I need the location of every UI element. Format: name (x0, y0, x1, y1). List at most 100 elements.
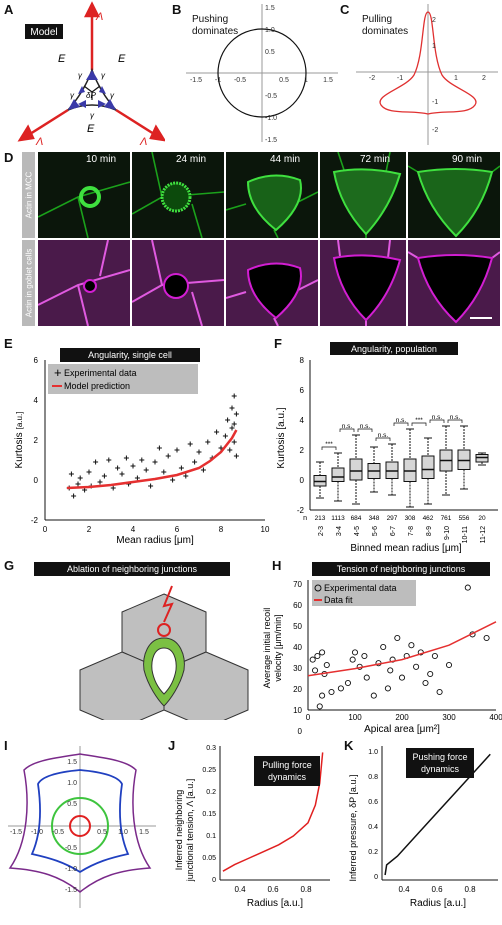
mcc-frame-2: 24 min (132, 152, 224, 238)
panel-label-f: F (274, 336, 282, 351)
e-data-point (71, 493, 77, 499)
svg-text:1.0: 1.0 (368, 749, 378, 756)
g-title: Ablation of neighboring junctions (67, 564, 198, 574)
time-label-1: 10 min (86, 154, 117, 165)
h-data-point (387, 667, 394, 674)
svg-text:40: 40 (293, 643, 302, 652)
svg-text:0.5: 0.5 (97, 829, 107, 836)
gamma-4: γ (110, 91, 115, 100)
e-data-point (200, 467, 206, 473)
svg-text:0.4: 0.4 (398, 885, 410, 894)
e-data-point (214, 429, 220, 435)
svg-text:0.2: 0.2 (368, 849, 378, 856)
f-n-value: 348 (369, 515, 380, 522)
k-pressure-line (384, 753, 491, 876)
f-category-label: 5-6 (372, 526, 379, 536)
svg-text:6: 6 (300, 386, 305, 395)
h-data-point (464, 584, 471, 591)
f-category-label: 8-9 (426, 526, 433, 536)
f-category-label: 7-8 (408, 526, 415, 536)
time-label-5: 90 min (452, 154, 483, 165)
f-sig-bracket (411, 422, 427, 426)
h-data-point (436, 688, 443, 696)
pushing-shape-plot: -1.5 -1 -0.5 0.5 1 1.5 1.5 1.0 0.5 -0.5 -1.0 -1.… (186, 4, 338, 144)
chart-e: Kurtosis [a.u.] 6 4 2 0 -2 0 2 4 6 8 10 Mean rad… (14, 348, 270, 545)
e-data-point (68, 471, 74, 477)
f-sig-bracket (321, 446, 337, 450)
svg-text:0.8: 0.8 (300, 885, 312, 894)
f-sig-bracket (339, 428, 355, 432)
svg-text:0: 0 (374, 874, 378, 881)
f-xlabel: Binned mean radius [μm] (350, 543, 462, 554)
mcc-frame-1: 10 min (38, 152, 130, 238)
e-data-point (227, 447, 233, 453)
svg-text:-0.5: -0.5 (65, 845, 77, 852)
e-data-point (115, 465, 121, 471)
h-data-point (314, 652, 321, 660)
f-box (331, 467, 345, 482)
svg-text:0.6: 0.6 (368, 799, 378, 806)
e-title: Angularity, single cell (88, 350, 172, 360)
svg-text:4: 4 (131, 525, 136, 534)
mcc-frame-3: 44 min (226, 152, 318, 238)
goblet-frame-5 (408, 240, 500, 326)
svg-text:-2: -2 (369, 75, 375, 82)
dp-label: δP (86, 91, 96, 100)
h-data-point (312, 667, 319, 674)
goblet-frame-2 (132, 240, 224, 326)
edge-e-left: E (58, 53, 66, 65)
svg-text:300: 300 (442, 713, 456, 722)
j-title-2: dynamics (268, 772, 307, 782)
f-box (349, 458, 363, 481)
j-ylabel-2: junctional tension, Λ [a.u.] (185, 779, 195, 883)
gamma-1: γ (78, 71, 83, 80)
h-data-point (344, 679, 351, 687)
e-data-point (101, 473, 107, 479)
svg-text:-2: -2 (432, 127, 438, 134)
svg-text:-2: -2 (31, 516, 39, 525)
svg-text:-1.0: -1.0 (31, 829, 43, 836)
e-legend-exp: Experimental data (64, 368, 137, 378)
svg-text:0: 0 (298, 727, 303, 735)
f-ylabel: Kurtosis [a.u.] (276, 407, 287, 468)
row-label-goblet: Actin in goblet cells (22, 240, 35, 326)
svg-text:0.8: 0.8 (464, 885, 476, 894)
e-data-point (134, 475, 140, 481)
ablation-diagram: Ablation of neighboring junctions (34, 562, 249, 720)
svg-text:10: 10 (293, 706, 302, 715)
panel-label-c: C (340, 2, 350, 17)
e-data-point (170, 477, 176, 483)
chart-j: Inferred neighboring junctional tension,… (174, 745, 330, 909)
e-data-point (229, 405, 235, 411)
h-data-point (389, 656, 396, 663)
svg-text:8: 8 (219, 525, 224, 534)
h-data-point (328, 688, 335, 696)
svg-text:Kurtosis[a.u.]: Kurtosis [a.u.] (14, 412, 25, 469)
e-data-point (231, 393, 237, 399)
e-data-point (233, 453, 239, 459)
svg-text:1: 1 (304, 77, 308, 84)
k-title-1: Pushing force (412, 752, 467, 762)
row-label-mcc: Actin in MCC (22, 152, 35, 238)
svg-text:-1.5: -1.5 (265, 137, 277, 144)
time-label-4: 72 min (360, 154, 391, 165)
h-data-point (431, 652, 438, 660)
e-data-point (139, 457, 145, 463)
lambda-label-top: Λ (95, 11, 103, 23)
svg-text:0.4: 0.4 (234, 885, 246, 894)
h-data-point (483, 634, 490, 642)
e-data-point (174, 447, 180, 453)
pulling-shape-plot: -2 -1 1 2 2 1 -1 -2 (356, 4, 498, 145)
h-title: Tension of neighboring junctions (337, 564, 466, 574)
f-n-value: 297 (387, 515, 398, 522)
svg-text:0: 0 (34, 476, 39, 485)
svg-text:4: 4 (300, 416, 305, 425)
svg-text:0.6: 0.6 (267, 885, 279, 894)
gamma-5: γ (90, 111, 95, 120)
h-data-point (351, 649, 359, 656)
e-data-point (165, 453, 171, 459)
e-data-point (229, 425, 235, 431)
e-data-point (233, 411, 239, 417)
e-data-point (143, 467, 149, 473)
svg-text:2: 2 (87, 525, 92, 534)
